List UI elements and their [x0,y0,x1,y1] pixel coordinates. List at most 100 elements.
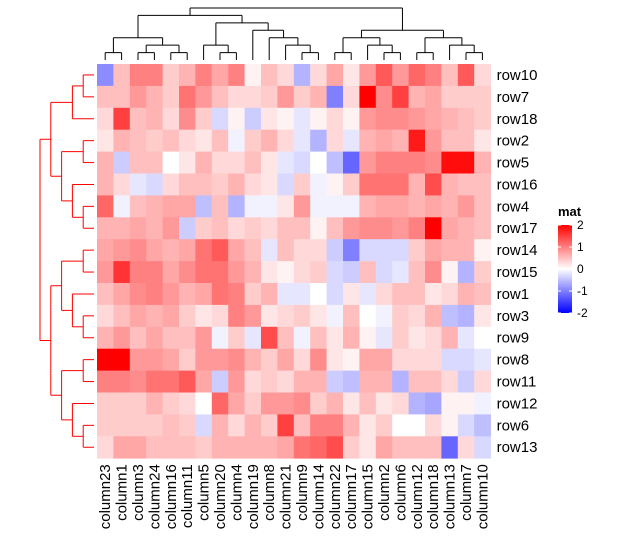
column-label: column3 [130,464,147,521]
heatmap-cell [375,414,393,437]
heatmap-cell [392,239,409,262]
heatmap-cell [293,326,311,350]
heatmap-cell [228,85,245,109]
heatmap-cell [408,129,426,152]
heatmap-cell [310,217,327,240]
heatmap-cell [261,370,278,393]
heatmap-cell [277,195,295,218]
heatmap-cell [326,64,344,87]
heatmap-cell [375,217,393,240]
heatmap-cell [343,436,360,459]
heatmap-cell [425,370,442,393]
heatmap-cell [261,348,278,371]
row-label: row15 [497,264,538,281]
heatmap-cell [474,107,491,131]
heatmap-cell [457,392,475,415]
heatmap-cell [392,217,409,240]
heatmap-cell [277,85,295,109]
heatmap-cell [474,261,491,284]
heatmap-cell [113,392,131,415]
row-label: row9 [497,330,530,347]
heatmap-cell [129,392,147,415]
heatmap-cell [457,304,475,328]
heatmap-cell [211,283,229,306]
heatmap-cell [146,239,163,262]
heatmap-cell [179,129,196,152]
column-label: column23 [97,464,114,529]
heatmap-cell [162,151,180,174]
row-label: row18 [497,111,538,128]
heatmap-cell [425,107,442,131]
heatmap-cell [129,64,147,87]
heatmap-cell [129,261,147,284]
heatmap-cell [195,64,213,87]
heatmap-cell [228,370,245,393]
heatmap-cell [261,151,278,174]
column-label: column8 [261,464,278,521]
heatmap-cell [277,64,295,87]
heatmap-cell [326,283,344,306]
heatmap-cell [375,261,393,284]
heatmap-cell [211,151,229,174]
heatmap-cell [293,173,311,196]
heatmap-cell [211,348,229,371]
heatmap-cell [129,239,147,262]
heatmap-cell [474,173,491,196]
heatmap-cell [441,326,459,350]
heatmap-cell [277,261,295,284]
heatmap-cell [113,64,131,87]
heatmap-cell [261,414,278,437]
heatmap-cell [408,173,426,196]
heatmap-cell [474,392,491,415]
column-label: column16 [163,464,180,529]
heatmap-cell [146,151,163,174]
heatmap-cell [162,173,180,196]
heatmap-cell [146,85,163,109]
heatmap-cell [408,392,426,415]
heatmap-cell [392,436,409,459]
heatmap-cell [408,195,426,218]
heatmap-cell [228,217,245,240]
heatmap-cell [162,239,180,262]
heatmap-cell [441,64,459,87]
heatmap-cell [195,195,213,218]
legend-colorbar [558,225,572,313]
heatmap-cell [211,436,229,459]
heatmap-cell [293,304,311,328]
heatmap-cell [244,107,262,131]
row-label: row8 [497,352,530,369]
heatmap-cell [277,436,295,459]
heatmap-cell [261,195,278,218]
heatmap-cell [97,283,114,306]
column-label: column19 [245,464,262,529]
heatmap-cell [244,195,262,218]
heatmap-cell [457,261,475,284]
heatmap-cell [195,129,213,152]
heatmap-cell [146,129,163,152]
color-legend: mat 2 1 0 -1 -2 [558,204,588,320]
heatmap-cell [211,64,229,87]
heatmap-cell [277,348,295,371]
heatmap-cell [162,304,180,328]
legend-title: mat [558,204,582,219]
heatmap-cell [392,326,409,350]
heatmap-cell [261,85,278,109]
heatmap-cell [97,217,114,240]
heatmap-cell [359,85,377,109]
heatmap-cell [146,283,163,306]
heatmap-cell [195,304,213,328]
heatmap-cell [310,261,327,284]
heatmap-cell [441,304,459,328]
heatmap-cell [457,129,475,152]
heatmap-cell [326,392,344,415]
heatmap-cell [343,348,360,371]
column-label: column5 [196,464,213,521]
heatmap-cell [310,195,327,218]
row-label: row11 [497,374,537,391]
heatmap-cell [441,85,459,109]
heatmap-cell [425,195,442,218]
heatmap-cell [113,239,131,262]
heatmap-cell [343,239,360,262]
heatmap-cell [474,370,491,393]
heatmap-cell [343,326,360,350]
